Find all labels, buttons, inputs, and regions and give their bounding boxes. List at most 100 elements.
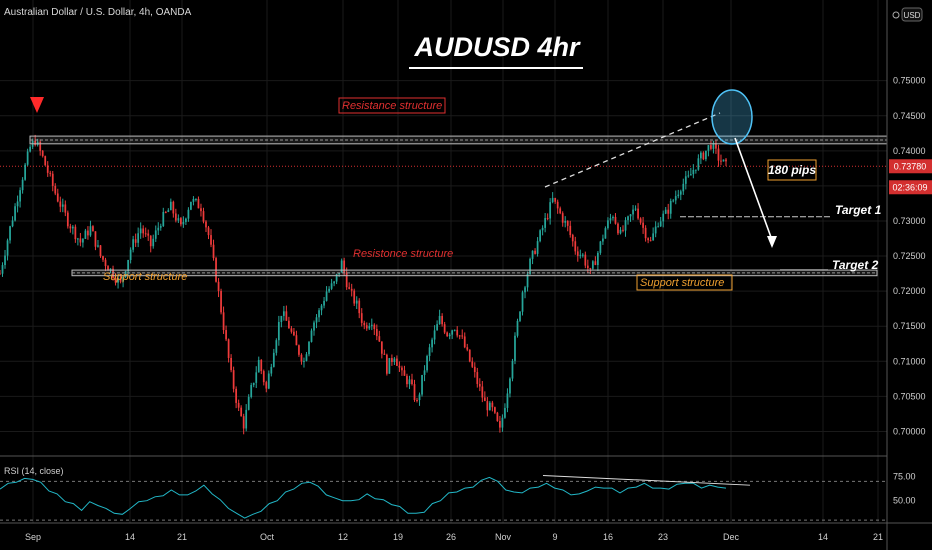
candle-body [375,329,378,337]
grid-layer [0,0,887,523]
candle-body [270,366,273,374]
candle-body [285,311,288,321]
candle-body [330,283,333,289]
candle-body [612,216,614,219]
time-tick-label: 9 [552,532,557,542]
candle-body [712,143,715,149]
candle-body [529,258,531,275]
candle-body [29,146,32,152]
pips-box [767,159,817,181]
candle-body [360,313,363,323]
candle-body [488,402,491,411]
candle-body [710,145,712,149]
candle-body [154,230,157,239]
candle-body [481,386,484,398]
candle-body [599,241,602,253]
candle-body [272,352,275,367]
candle-body [644,227,647,239]
candle-body [282,311,285,316]
candle-body [129,249,132,261]
candle-body [383,353,386,355]
candle-body [222,312,225,331]
candle-body [722,159,725,162]
candle-body [76,238,79,240]
candle-body [59,201,62,207]
candle-body [659,221,662,227]
candle-body [323,300,325,306]
currency-badge[interactable]: USD [904,11,921,20]
candle-body [556,201,559,209]
currency-selector[interactable]: USD [892,7,923,22]
candle-body [373,324,376,330]
candle-body [622,229,624,231]
candle-body [11,220,14,227]
time-tick-label: 26 [446,532,456,542]
candle-body [614,216,617,224]
highlight-circle [711,89,753,145]
time-tick-label: Oct [260,532,275,542]
time-tick-label: Dec [723,532,740,542]
rsi-title: RSI (14, close) [4,466,64,476]
candle-body [541,227,544,231]
candle-body [44,156,47,166]
candle-body [579,254,582,256]
candle-body [627,216,629,221]
candle-body [192,198,195,202]
candle-body [102,256,104,260]
price-tick-label: 0.73000 [893,216,926,226]
resistance-label-top: Resistance structure [342,100,442,112]
candle-body [423,370,426,375]
candle-body [82,238,84,243]
candle-body [413,384,416,401]
candle-body [483,397,486,402]
candle-body [388,358,391,374]
candle-body [288,320,290,329]
candle-body [629,214,632,217]
candle-body [446,332,449,337]
candle-body [169,201,172,211]
candle-body [617,223,619,234]
currency-badge-box[interactable] [901,7,923,22]
candle-body [438,315,441,325]
candle-body [576,251,579,256]
candle-body [597,252,599,266]
candle-body [177,218,180,221]
price-tick-label: 0.71500 [893,321,926,331]
candle-body [26,151,29,165]
candle-body [526,274,529,288]
info-circle-icon[interactable] [892,11,900,19]
candle-body [378,336,381,342]
candle-body [418,394,421,401]
candle-body [441,315,444,325]
top-marker [30,97,44,113]
candle-body [313,322,315,331]
candle-body [318,310,320,318]
candle-body [295,335,298,346]
candle-body [174,213,177,221]
candle-body [255,372,258,383]
candle-body [624,220,627,231]
candle-body [303,360,305,362]
candle-body [687,175,690,177]
candle-body [84,230,87,239]
time-tick-label: 14 [818,532,828,542]
symbol-line: Australian Dollar / U.S. Dollar, 4h, OAN… [4,7,192,18]
candle-body [262,371,265,383]
chart-title: AUDUSD 4hr [413,32,581,62]
candle-body [554,197,557,202]
time-tick-label: 16 [603,532,613,542]
candle-body [245,409,248,429]
candle-body [41,150,44,157]
candle-body [353,290,356,304]
candle-body [416,400,418,402]
candle-body [14,206,16,221]
candle-body [74,226,77,240]
candle-body [433,330,436,340]
candle-body [654,226,657,234]
candle-body [531,250,534,259]
candle-body [426,356,428,371]
candle-body [235,388,238,403]
candle-body [0,273,1,275]
candle-body [187,209,190,219]
